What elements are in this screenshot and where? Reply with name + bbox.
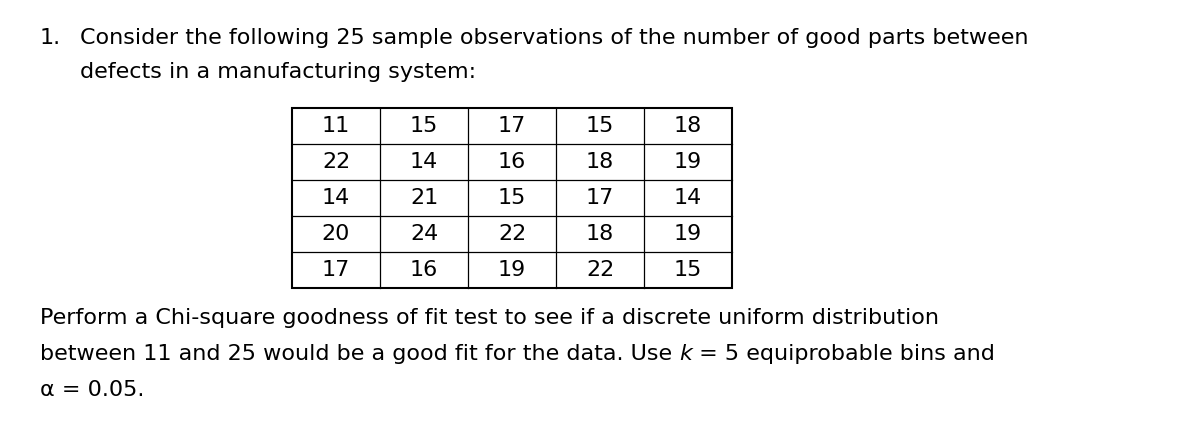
Text: 16: 16 <box>498 152 527 172</box>
Text: 1.: 1. <box>40 28 62 48</box>
Text: 24: 24 <box>410 224 438 244</box>
Text: 15: 15 <box>586 116 614 136</box>
Text: 15: 15 <box>674 260 702 280</box>
Text: 11: 11 <box>321 116 350 136</box>
Text: 17: 17 <box>586 188 614 208</box>
Text: Perform a Chi-square goodness of fit test to see if a discrete uniform distribut: Perform a Chi-square goodness of fit tes… <box>40 308 939 328</box>
Text: 14: 14 <box>410 152 438 172</box>
Text: 22: 22 <box>321 152 350 172</box>
Text: between 11 and 25 would be a good fit for the data. Use: between 11 and 25 would be a good fit fo… <box>40 344 680 364</box>
Text: 18: 18 <box>586 224 614 244</box>
Text: 16: 16 <box>410 260 438 280</box>
Text: 14: 14 <box>321 188 350 208</box>
Text: defects in a manufacturing system:: defects in a manufacturing system: <box>79 62 476 82</box>
Text: Consider the following 25 sample observations of the number of good parts betwee: Consider the following 25 sample observa… <box>79 28 1028 48</box>
Text: 19: 19 <box>674 152 702 172</box>
Text: 17: 17 <box>498 116 527 136</box>
Text: 20: 20 <box>321 224 350 244</box>
Text: 18: 18 <box>674 116 702 136</box>
Bar <box>292 108 732 288</box>
Text: 22: 22 <box>498 224 527 244</box>
Text: 19: 19 <box>674 224 702 244</box>
Text: 22: 22 <box>586 260 614 280</box>
Text: 15: 15 <box>498 188 527 208</box>
Text: = 5 equiprobable bins and: = 5 equiprobable bins and <box>693 344 995 364</box>
Text: 18: 18 <box>586 152 614 172</box>
Text: 17: 17 <box>321 260 350 280</box>
Text: 19: 19 <box>498 260 527 280</box>
Text: 21: 21 <box>410 188 438 208</box>
Text: 14: 14 <box>674 188 702 208</box>
Text: 15: 15 <box>410 116 438 136</box>
Text: k: k <box>680 344 693 364</box>
Text: α = 0.05.: α = 0.05. <box>40 380 145 400</box>
